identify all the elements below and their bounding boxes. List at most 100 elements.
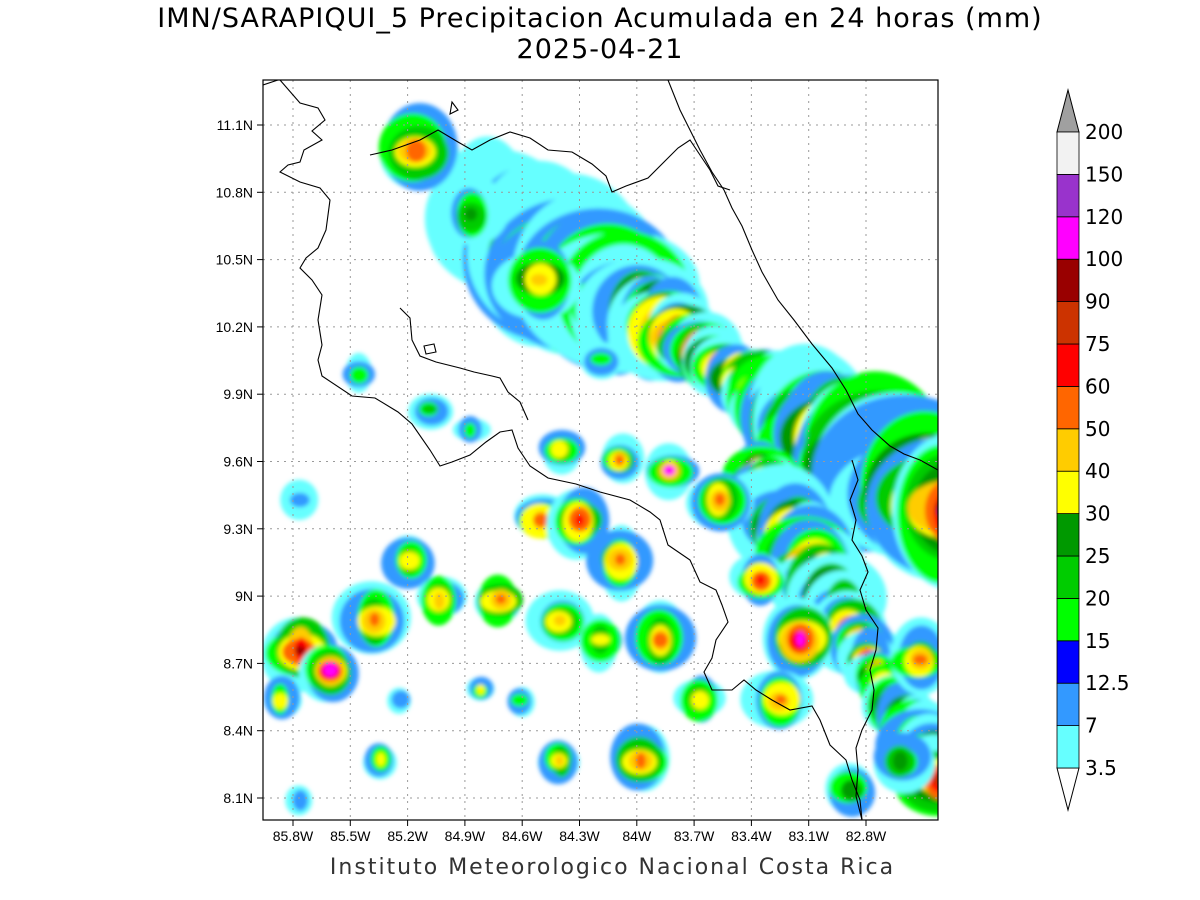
legend-label: 60 — [1085, 374, 1110, 398]
x-tick-label: 83.4W — [731, 828, 772, 844]
y-tick-label: 9N — [235, 588, 253, 604]
rain-cell — [323, 663, 338, 677]
legend-swatch — [1056, 428, 1080, 472]
rain-cell — [295, 645, 306, 656]
coastline — [263, 80, 938, 820]
legend-swatch — [1056, 131, 1080, 175]
legend-swatch — [1056, 216, 1080, 260]
rain-cell — [615, 455, 624, 466]
rain-cell — [590, 352, 612, 366]
y-tick-label: 8.4N — [223, 723, 253, 739]
legend-label: 30 — [1085, 502, 1110, 526]
rain-cell — [935, 500, 938, 519]
rain-cell — [406, 139, 427, 162]
rain-cell — [495, 594, 507, 605]
legend-label: 7 — [1085, 714, 1098, 738]
legend-label: 20 — [1085, 586, 1110, 610]
map-date: 2025-04-21 — [516, 34, 684, 65]
y-tick-label: 10.8N — [216, 184, 253, 200]
rain-cell — [907, 481, 938, 534]
rain-cell — [691, 690, 709, 710]
legend-label: 25 — [1085, 544, 1110, 568]
rain-cell — [376, 752, 386, 767]
legend-label: 50 — [1085, 417, 1110, 441]
rain-cell — [272, 693, 288, 710]
rain-cell — [614, 553, 626, 566]
rain-cell — [635, 752, 647, 769]
rain-cell — [391, 690, 411, 709]
rain-cell — [369, 612, 380, 627]
legend-swatch — [1056, 343, 1080, 387]
legend-label: 12.5 — [1085, 671, 1130, 695]
rain-cell — [933, 495, 938, 531]
x-tick-label: 82.8W — [846, 828, 887, 844]
y-tick-label: 9.3N — [223, 521, 253, 537]
precipitation-field — [263, 103, 938, 817]
legend-swatch — [1056, 470, 1080, 515]
legend-swatch — [1056, 725, 1080, 769]
rain-cell — [663, 465, 676, 476]
legend-label: 90 — [1085, 290, 1110, 314]
rain-cell — [289, 492, 310, 508]
legend-label: 100 — [1085, 247, 1123, 271]
rain-cell — [553, 615, 566, 626]
plot-frame — [262, 79, 939, 821]
rain-cell — [796, 631, 805, 647]
legend-label: 15 — [1085, 629, 1110, 653]
y-tick-label: 8.7N — [223, 655, 253, 671]
rain-cell — [652, 632, 669, 648]
latitude-axis: 11.1N 10.8N 10.5N 10.2N 9.9N 9.6N 9.3N 9N 8.7N 8.… — [216, 117, 263, 806]
y-tick-label: 9.9N — [223, 386, 253, 402]
rain-cell — [841, 780, 860, 799]
longitude-axis: 85.8W 85.5W 85.2W 84.9W 84.6W 84.3W 84W 83.7W 83… — [273, 820, 887, 844]
rain-cell — [476, 684, 485, 695]
y-tick-label: 8.1N — [223, 790, 253, 806]
gridlines — [263, 80, 938, 820]
x-tick-label: 84.9W — [445, 828, 486, 844]
rain-cell — [591, 634, 610, 646]
rain-cell — [892, 751, 908, 771]
legend-swatch — [1056, 640, 1080, 684]
color-legend: 3.5 7 12.5 15 20 25 30 40 50 60 75 90 100 120 150 200 — [1056, 88, 1130, 812]
rain-cell — [714, 493, 725, 506]
x-tick-label: 85.5W — [330, 828, 371, 844]
legend-label: 150 — [1085, 162, 1123, 186]
legend-swatch — [1056, 385, 1080, 430]
legend-max-arrow — [1056, 88, 1080, 133]
legend-label: 75 — [1085, 332, 1110, 356]
rain-cell — [464, 207, 478, 221]
legend-label: 3.5 — [1085, 756, 1117, 780]
rain-cell — [932, 772, 938, 786]
legend-swatch — [1056, 258, 1080, 303]
y-tick-label: 9.6N — [223, 454, 253, 470]
rain-cell — [550, 440, 568, 459]
footer-credit: Instituto Meteorologico Nacional Costa R… — [329, 855, 896, 880]
x-tick-label: 84.6W — [502, 828, 543, 844]
x-tick-label: 85.2W — [387, 828, 428, 844]
legend-swatch — [1056, 598, 1080, 642]
legend-swatch — [1056, 513, 1080, 557]
rain-cell — [292, 790, 308, 811]
legend-min-arrow — [1056, 767, 1080, 812]
map-title: IMN/SARAPIQUI_5 Precipitacion Acumulada … — [157, 3, 1043, 34]
x-tick-label: 83.1W — [788, 828, 829, 844]
y-tick-label: 11.1N — [217, 117, 253, 133]
rain-cell — [510, 693, 529, 707]
y-tick-label: 10.5N — [216, 252, 253, 268]
x-tick-label: 84.3W — [559, 828, 600, 844]
rain-cell — [533, 513, 549, 527]
rain-cell — [530, 273, 548, 286]
legend-label: 120 — [1085, 205, 1123, 229]
rain-cell — [775, 695, 787, 705]
legend-swatch — [1056, 682, 1080, 727]
legend-swatch — [1056, 301, 1080, 345]
legend-swatch — [1056, 555, 1080, 599]
x-tick-label: 83.7W — [674, 828, 715, 844]
rain-cell — [575, 514, 585, 527]
legend-label: 40 — [1085, 459, 1110, 483]
x-tick-label: 84W — [622, 828, 652, 844]
x-tick-label: 85.8W — [273, 828, 314, 844]
rain-cell — [555, 755, 564, 767]
rain-cell — [399, 551, 420, 570]
